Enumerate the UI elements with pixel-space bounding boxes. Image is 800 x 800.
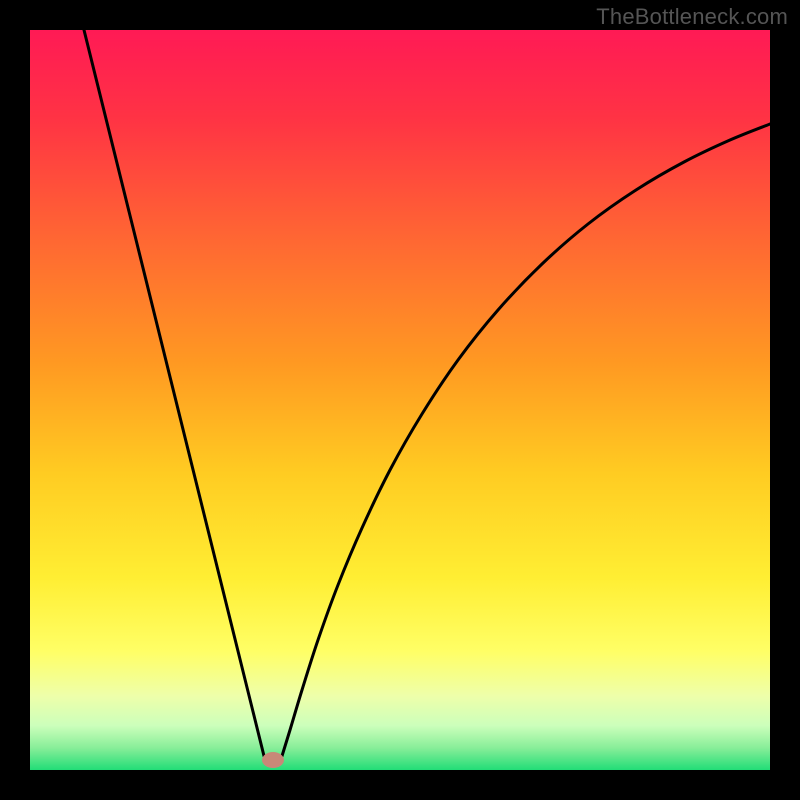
watermark-text: TheBottleneck.com <box>596 4 788 30</box>
minimum-marker <box>262 752 284 768</box>
curve-right-segment <box>282 124 770 756</box>
plot-area <box>30 30 770 770</box>
curve-left-segment <box>84 30 264 756</box>
bottleneck-curve <box>30 30 770 770</box>
